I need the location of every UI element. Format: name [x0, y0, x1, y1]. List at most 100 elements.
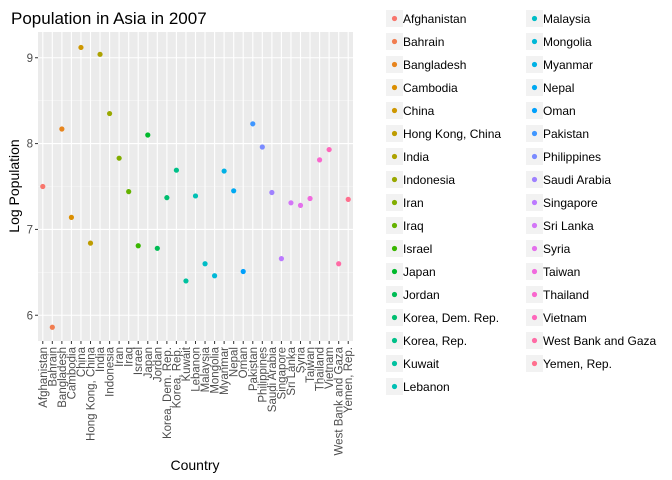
legend-swatch-singapore — [531, 199, 538, 206]
x-tick-label-cambodia: Cambodia — [66, 346, 78, 399]
x-tick-label-philippines: Philippines — [257, 347, 269, 403]
x-tick-label-singapore: Singapore — [276, 347, 288, 399]
legend-label-thailand: Thailand — [543, 288, 589, 302]
point-syria — [297, 202, 304, 208]
legend-label-nepal: Nepal — [543, 81, 574, 95]
legend-swatch-malaysia — [531, 15, 538, 22]
legend-label-hong-kong-china: Hong Kong, China — [403, 127, 501, 141]
y-tick-label: 9 — [27, 53, 33, 65]
legend-label-oman: Oman — [543, 104, 576, 118]
point-bahrain — [49, 324, 55, 330]
legend-label-japan: Japan — [403, 265, 436, 279]
legend-label-bahrain: Bahrain — [403, 35, 444, 49]
legend-label-cambodia: Cambodia — [403, 81, 458, 95]
legend-label-india: India — [403, 150, 429, 164]
point-indonesia — [106, 110, 113, 117]
legend-swatch-vietnam — [531, 314, 538, 321]
y-tick-label: 6 — [27, 310, 33, 322]
y-axis-title: Log Population — [6, 139, 22, 232]
point-vietnam — [326, 146, 332, 153]
x-axis: AfghanistanBahrainBangladeshCambodiaChin… — [38, 341, 355, 455]
legend-label-bangladesh: Bangladesh — [403, 58, 466, 72]
legend-swatch-bahrain — [391, 38, 398, 45]
legend-label-kuwait: Kuwait — [403, 357, 440, 371]
legend-label-yemen-rep: Yemen, Rep. — [543, 357, 612, 371]
legend-swatch-korea-rep — [391, 337, 398, 344]
chart-title: Population in Asia in 2007 — [11, 9, 207, 28]
x-tick-label-hong-kong-china: Hong Kong, China — [86, 346, 98, 441]
legend-label-vietnam: Vietnam — [543, 311, 587, 325]
legend-label-iran: Iran — [403, 196, 424, 210]
point-kuwait — [183, 278, 189, 284]
x-axis-title: Country — [170, 457, 219, 473]
x-tick-label-mongolia: Mongolia — [210, 346, 222, 393]
legend-label-afghanistan: Afghanistan — [403, 12, 466, 26]
x-tick-label-nepal: Nepal — [229, 347, 241, 377]
x-tick-label-bangladesh: Bangladesh — [57, 347, 69, 408]
x-tick-label-vietnam: Vietnam — [324, 347, 336, 389]
legend-swatch-korea-dem-rep — [391, 314, 398, 321]
x-tick-label-kuwait: Kuwait — [181, 346, 193, 381]
point-cambodia — [68, 214, 75, 220]
point-myanmar — [221, 168, 227, 174]
legend-label-saudi-arabia: Saudi Arabia — [543, 173, 611, 187]
legend-label-pakistan: Pakistan — [543, 127, 589, 141]
point-yemen-rep — [345, 196, 351, 202]
legend-swatch-israel — [391, 245, 398, 252]
point-malaysia — [202, 261, 208, 267]
x-tick-label-israel: Israel — [133, 347, 145, 375]
data-points — [40, 44, 351, 330]
point-pakistan — [250, 121, 256, 127]
x-tick-label-sri-lanka: Sri Lanka — [286, 346, 298, 395]
legend-label-indonesia: Indonesia — [403, 173, 455, 187]
legend-swatch-indonesia — [391, 176, 398, 183]
point-oman — [240, 268, 246, 275]
legend-swatch-afghanistan — [391, 15, 398, 22]
point-korea-rep — [173, 167, 180, 173]
x-tick-label-iraq: Iraq — [124, 347, 136, 367]
legend-swatch-sri-lanka — [531, 222, 538, 229]
legend-label-myanmar: Myanmar — [543, 58, 593, 72]
point-israel — [135, 243, 141, 249]
point-lebanon — [192, 193, 199, 199]
x-tick-label-taiwan: Taiwan — [305, 347, 317, 383]
x-tick-label-oman: Oman — [238, 347, 250, 378]
legend-background — [370, 0, 662, 398]
x-tick-label-iran: Iran — [114, 347, 126, 367]
legend-swatch-cambodia — [391, 84, 398, 91]
x-tick-label-west-bank-and-gaza: West Bank and Gaza — [334, 346, 346, 455]
legend-swatch-iran — [391, 199, 398, 206]
x-tick-label-japan: Japan — [143, 347, 155, 378]
legend-swatch-japan — [391, 268, 398, 275]
point-jordan — [154, 245, 160, 251]
legend-swatch-hong-kong-china — [391, 130, 398, 137]
point-india — [97, 51, 103, 57]
legend-swatch-jordan — [391, 291, 398, 298]
gridlines — [38, 32, 353, 341]
point-afghanistan — [40, 183, 46, 190]
x-tick-label-syria: Syria — [296, 346, 308, 373]
point-mongolia — [211, 273, 218, 279]
legend-swatch-taiwan — [531, 268, 538, 275]
x-tick-label-pakistan: Pakistan — [248, 347, 260, 391]
point-sri-lanka — [288, 200, 294, 206]
legend-swatch-yemen-rep — [531, 360, 538, 367]
legend-swatch-bangladesh — [391, 61, 398, 68]
point-china — [78, 44, 84, 51]
x-tick-label-thailand: Thailand — [315, 347, 327, 391]
x-tick-label-indonesia: Indonesia — [105, 346, 117, 396]
point-saudi-arabia — [269, 189, 275, 196]
point-nepal — [231, 188, 237, 194]
x-tick-label-saudi-arabia: Saudi Arabia — [267, 346, 279, 412]
point-japan — [145, 132, 151, 138]
legend-swatch-china — [391, 107, 398, 114]
legend-label-lebanon: Lebanon — [403, 380, 450, 394]
legend-swatch-syria — [531, 245, 538, 252]
legend-swatch-myanmar — [531, 61, 538, 68]
legend-label-taiwan: Taiwan — [543, 265, 580, 279]
point-taiwan — [307, 195, 313, 202]
legend-label-west-bank-and-gaza: West Bank and Gaza — [543, 334, 657, 348]
legend-label-korea-dem-rep: Korea, Dem. Rep. — [403, 311, 499, 325]
y-axis: 6 7 8 9 — [27, 53, 38, 322]
x-tick-label-bahrain: Bahrain — [47, 347, 59, 387]
